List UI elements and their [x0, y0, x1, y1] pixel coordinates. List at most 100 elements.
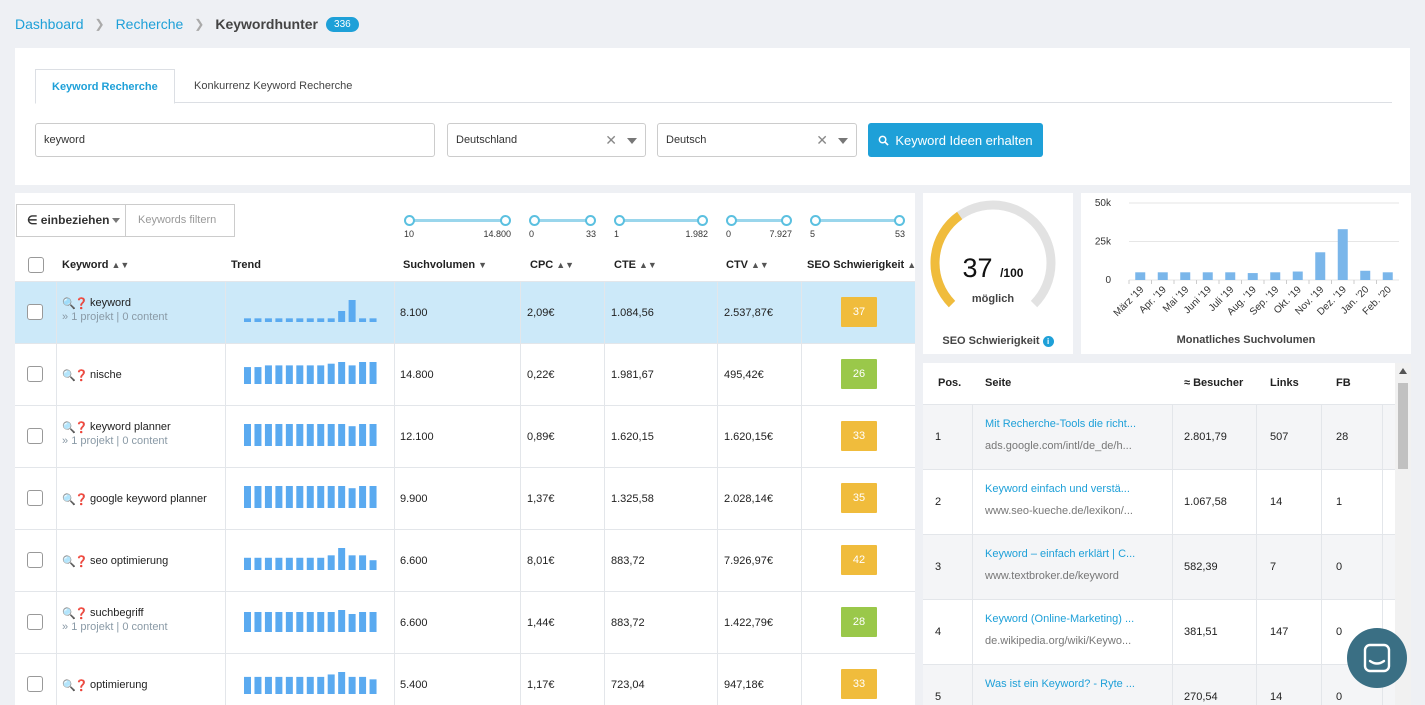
keyword-filter-input[interactable]: Keywords filtern	[125, 204, 235, 237]
cte-range-slider[interactable]: 1 1.982	[614, 215, 708, 239]
clear-icon[interactable]: ✕	[605, 132, 617, 148]
col-ctv[interactable]: CTV ▲▼	[726, 259, 769, 271]
chevron-down-icon[interactable]	[838, 138, 848, 144]
cell-divider	[604, 592, 605, 653]
help-icon[interactable]: ❓	[74, 494, 89, 506]
trend-bar	[264, 676, 272, 694]
serp-scrollbar[interactable]	[1395, 363, 1411, 705]
slider-handle-min[interactable]	[404, 215, 415, 226]
keyword-ideas-button[interactable]: Keyword Ideen erhalten	[868, 123, 1043, 157]
breadcrumb-recherche[interactable]: Recherche	[115, 16, 184, 32]
scroll-up-icon[interactable]	[1399, 368, 1407, 374]
zoom-icon[interactable]: 🔍	[62, 494, 76, 506]
monthly-volume-card: 0 25k 50k März '19 Apr. '19 Mai '19 Juni '19 Ju…	[1081, 193, 1411, 354]
cte-value: 723,04	[611, 679, 645, 691]
row-checkbox[interactable]	[27, 490, 43, 506]
col-cte[interactable]: CTE ▲▼	[614, 259, 657, 271]
zoom-icon[interactable]: 🔍	[62, 608, 76, 620]
serp-title-link[interactable]: Keyword – einfach erklärt | C...	[985, 548, 1136, 560]
serp-title-link[interactable]: Was ist ein Keyword? - Ryte ...	[985, 678, 1135, 690]
trend-sparkline	[244, 300, 377, 322]
slider-handle-max[interactable]	[585, 215, 596, 226]
slider-handle-max[interactable]	[894, 215, 905, 226]
row-checkbox[interactable]	[27, 614, 43, 630]
keyword-projects[interactable]: » 1 projekt | 0 content	[62, 621, 168, 633]
slider-handle-min[interactable]	[614, 215, 625, 226]
table-row[interactable]: 🔍❓ suchbegriff » 1 projekt | 0 content 6.60…	[15, 592, 915, 654]
select-all-checkbox[interactable]	[28, 257, 44, 273]
keyword-input[interactable]	[35, 123, 435, 157]
tab-keyword-recherche[interactable]: Keyword Recherche	[35, 69, 175, 104]
info-icon[interactable]: i	[1042, 335, 1054, 347]
table-row[interactable]: 🔍❓ keyword planner » 1 projekt | 0 content…	[15, 406, 915, 468]
row-checkbox[interactable]	[27, 428, 43, 444]
col-cpc[interactable]: CPC ▲▼	[530, 259, 574, 271]
scroll-thumb[interactable]	[1398, 383, 1408, 469]
slider-handle-max[interactable]	[500, 215, 511, 226]
keyword-text[interactable]: optimierung	[90, 679, 148, 691]
zoom-icon[interactable]: 🔍	[62, 422, 76, 434]
breadcrumb-dashboard[interactable]: Dashboard	[15, 16, 84, 32]
chat-button[interactable]	[1347, 628, 1407, 688]
keyword-text[interactable]: keyword planner	[90, 421, 171, 433]
help-icon[interactable]: ❓	[74, 370, 89, 382]
keyword-text[interactable]: suchbegriff	[90, 607, 144, 619]
language-select[interactable]: Deutsch ✕	[657, 123, 857, 157]
trend-sparkline	[244, 672, 377, 694]
volume-range-slider[interactable]: 10 14.800	[404, 215, 511, 239]
col-seo[interactable]: SEO Schwierigkeit▲▼	[807, 259, 915, 271]
table-row[interactable]: 🔍❓ nische 14.800 0,22€ 1.981,67 495,42€ 26	[15, 344, 915, 406]
include-dropdown[interactable]: ∈ einbeziehen	[16, 204, 126, 237]
tab-konkurrenz-keyword-recherche[interactable]: Konkurrenz Keyword Recherche	[194, 80, 353, 92]
trend-bar	[285, 612, 293, 632]
trend-bar	[244, 367, 251, 384]
serp-row: 4 Keyword (Online-Marketing) ... de.wikipe…	[923, 600, 1395, 665]
table-row[interactable]: 🔍❓ optimierung 5.400 1,17€ 723,04 947,18€ 33	[15, 654, 915, 705]
slider-handle-min[interactable]	[810, 215, 821, 226]
col-volume[interactable]: Suchvolumen ▼	[403, 259, 487, 271]
ctv-range-slider[interactable]: 0 7.927	[726, 215, 792, 239]
serp-url: de.wikipedia.org/wiki/Keywo...	[985, 635, 1132, 647]
help-icon[interactable]: ❓	[74, 556, 89, 568]
row-checkbox[interactable]	[27, 366, 43, 382]
slider-handle-min[interactable]	[529, 215, 540, 226]
serp-title-link[interactable]: Keyword einfach und verstä...	[985, 483, 1130, 495]
keyword-projects[interactable]: » 1 projekt | 0 content	[62, 435, 168, 447]
clear-icon[interactable]: ✕	[816, 132, 828, 148]
cpc-range-slider[interactable]: 0 33	[529, 215, 596, 239]
row-checkbox[interactable]	[27, 552, 43, 568]
slider-handle-max[interactable]	[697, 215, 708, 226]
col-keyword[interactable]: Keyword ▲▼	[62, 259, 129, 271]
cell-divider	[56, 282, 57, 343]
keyword-text[interactable]: seo optimierung	[90, 555, 169, 567]
zoom-icon[interactable]: 🔍	[62, 680, 76, 692]
table-row[interactable]: 🔍❓ seo optimierung 6.600 8,01€ 883,72 7.926,9…	[15, 530, 915, 592]
chevron-down-icon[interactable]	[627, 138, 637, 144]
table-row[interactable]: 🔍❓ google keyword planner 9.900 1,37€ 1.325,…	[15, 468, 915, 530]
zoom-icon[interactable]: 🔍	[62, 298, 76, 310]
country-select[interactable]: Deutschland ✕	[447, 123, 646, 157]
serp-visitors: 582,39	[1184, 561, 1218, 573]
help-icon[interactable]: ❓	[74, 298, 89, 310]
seo-range-slider[interactable]: 5 53	[810, 215, 905, 239]
serp-title-link[interactable]: Mit Recherche-Tools die richt...	[985, 418, 1136, 430]
help-icon[interactable]: ❓	[74, 422, 89, 434]
keyword-projects[interactable]: » 1 projekt | 0 content	[62, 311, 168, 323]
row-checkbox[interactable]	[27, 676, 43, 692]
slider-handle-max[interactable]	[781, 215, 792, 226]
sort-desc-icon: ▼	[478, 260, 488, 270]
chart-title: Monatliches Suchvolumen	[1176, 334, 1316, 346]
zoom-icon[interactable]: 🔍	[62, 370, 76, 382]
slider-handle-min[interactable]	[726, 215, 737, 226]
zoom-icon[interactable]: 🔍	[62, 556, 76, 568]
row-checkbox[interactable]	[27, 304, 43, 320]
trend-bar	[348, 488, 356, 508]
help-icon[interactable]: ❓	[74, 608, 89, 620]
y-tick-label: 0	[1105, 275, 1111, 286]
serp-title-link[interactable]: Keyword (Online-Marketing) ...	[985, 613, 1135, 625]
keyword-text[interactable]: keyword	[90, 297, 131, 309]
keyword-text[interactable]: google keyword planner	[90, 493, 207, 505]
keyword-text[interactable]: nische	[90, 369, 122, 381]
table-row[interactable]: 🔍❓ keyword » 1 projekt | 0 content 8.100 2,0…	[15, 282, 915, 344]
help-icon[interactable]: ❓	[74, 680, 89, 692]
